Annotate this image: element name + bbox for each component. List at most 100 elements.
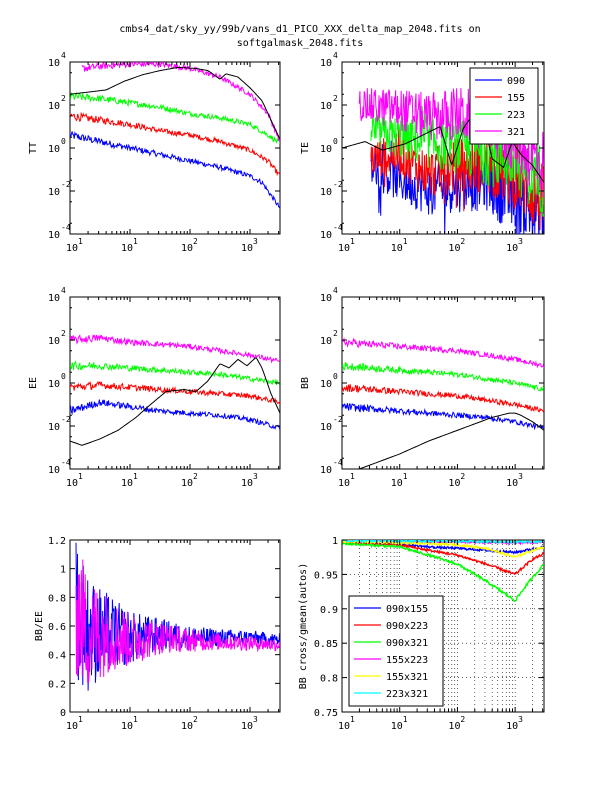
y-tick-label: 10: [320, 58, 332, 69]
plot-area: [75, 542, 280, 691]
series-090: [370, 140, 544, 234]
series-090: [70, 399, 280, 431]
legend-label-090: 090: [507, 76, 525, 87]
y-tick-label: 10: [48, 336, 60, 347]
series-090: [75, 542, 280, 691]
y-tick-label: 10: [320, 230, 332, 241]
plot-area: [70, 334, 280, 446]
x-tick-exponent: 1: [403, 237, 408, 246]
x-tick-label: 10: [241, 478, 253, 489]
x-tick-exponent: 2: [193, 472, 198, 481]
x-tick-label: 10: [66, 243, 78, 254]
x-tick-label: 10: [66, 721, 78, 732]
x-tick-exponent: 2: [460, 472, 465, 481]
y-tick-label: 10: [48, 144, 60, 155]
x-tick-label: 10: [181, 243, 193, 254]
legend: 090 155 223 321: [469, 67, 539, 145]
y-axis-label: TT: [28, 142, 39, 154]
series-321: [358, 87, 544, 198]
series-223: [342, 362, 544, 392]
legend-label-155: 155: [507, 93, 525, 104]
x-tick-exponent: 1: [403, 715, 408, 724]
x-tick-label: 10: [448, 478, 460, 489]
y-tick-label: 10: [320, 144, 332, 155]
x-tick-exponent: 1: [350, 715, 355, 724]
legend: 090x155 090x223 090x321 155x223 155x321 223x3…: [348, 595, 444, 707]
panels: 10110210310110410210010-210-4TT101102103…: [28, 51, 545, 732]
y-tick-exponent: -2: [61, 180, 71, 189]
legend-label-223x321: 223x321: [386, 689, 428, 700]
x-tick-label: 10: [241, 243, 253, 254]
y-tick-label: 0.8: [320, 674, 338, 685]
legend-label-155x321: 155x321: [386, 672, 428, 683]
x-tick-exponent: 1: [133, 237, 138, 246]
series-model: [70, 357, 280, 446]
x-tick-label: 10: [391, 243, 403, 254]
y-tick-exponent: -4: [333, 458, 343, 467]
x-tick-label: 10: [448, 721, 460, 732]
series-155: [70, 111, 280, 177]
x-tick-label: 10: [66, 478, 78, 489]
x-tick-exponent: 1: [78, 472, 83, 481]
y-tick-exponent: -4: [61, 458, 71, 467]
y-tick-exponent: -2: [333, 180, 343, 189]
axes-frame: [69, 61, 281, 235]
x-tick-exponent: 1: [350, 237, 355, 246]
panel-TE: 10110210310110410210010-210-4TE090155223…: [300, 51, 545, 254]
x-tick-exponent: 3: [518, 715, 523, 724]
legend-label-090x223: 090x223: [386, 621, 428, 632]
series-090x223: [342, 540, 544, 575]
y-tick-exponent: 2: [333, 94, 338, 103]
plot-area: [70, 62, 280, 209]
x-tick-label: 10: [181, 721, 193, 732]
x-tick-exponent: 3: [253, 472, 258, 481]
y-tick-label: 0: [60, 708, 66, 719]
y-tick-exponent: 4: [333, 51, 338, 60]
y-tick-label: 10: [320, 293, 332, 304]
x-tick-exponent: 3: [518, 472, 523, 481]
y-tick-label: 10: [320, 336, 332, 347]
y-axis-label: EE: [28, 377, 39, 389]
x-tick-exponent: 1: [133, 472, 138, 481]
y-tick-label: 0.75: [314, 708, 338, 719]
legend-label-321: 321: [507, 127, 525, 138]
y-tick-exponent: 0: [61, 137, 66, 146]
x-tick-exponent: 3: [253, 237, 258, 246]
x-tick-label: 10: [448, 243, 460, 254]
x-tick-label: 10: [506, 243, 518, 254]
x-tick-label: 10: [338, 243, 350, 254]
x-tick-exponent: 1: [350, 472, 355, 481]
x-tick-exponent: 2: [460, 237, 465, 246]
x-tick-exponent: 3: [518, 237, 523, 246]
y-tick-exponent: -4: [333, 223, 343, 232]
y-tick-label: 1.2: [48, 536, 66, 547]
figure-title-line1: cmbs4_dat/sky_yy/99b/vans_d1_PICO_XXX_de…: [119, 24, 480, 35]
series-223: [70, 91, 280, 144]
x-tick-exponent: 1: [78, 715, 83, 724]
y-tick-exponent: 4: [61, 51, 66, 60]
x-tick-label: 10: [391, 721, 403, 732]
legend-label-090x155: 090x155: [386, 604, 428, 615]
y-tick-exponent: 2: [61, 94, 66, 103]
y-tick-exponent: -4: [61, 223, 71, 232]
y-axis-label: BB cross/gmean(autos): [298, 563, 309, 689]
series-223: [370, 106, 544, 217]
x-tick-exponent: 2: [193, 715, 198, 724]
y-tick-label: 0.95: [314, 570, 338, 581]
y-tick-label: 10: [320, 101, 332, 112]
plot-area: [342, 337, 544, 469]
y-tick-label: 10: [48, 101, 60, 112]
x-tick-label: 10: [121, 243, 133, 254]
y-axis-label: BB/EE: [34, 611, 45, 641]
y-tick-exponent: -2: [61, 415, 71, 424]
series-090: [70, 131, 280, 209]
y-tick-exponent: 0: [333, 137, 338, 146]
y-tick-exponent: 0: [333, 372, 338, 381]
series-321: [70, 334, 280, 364]
x-tick-exponent: 3: [253, 715, 258, 724]
